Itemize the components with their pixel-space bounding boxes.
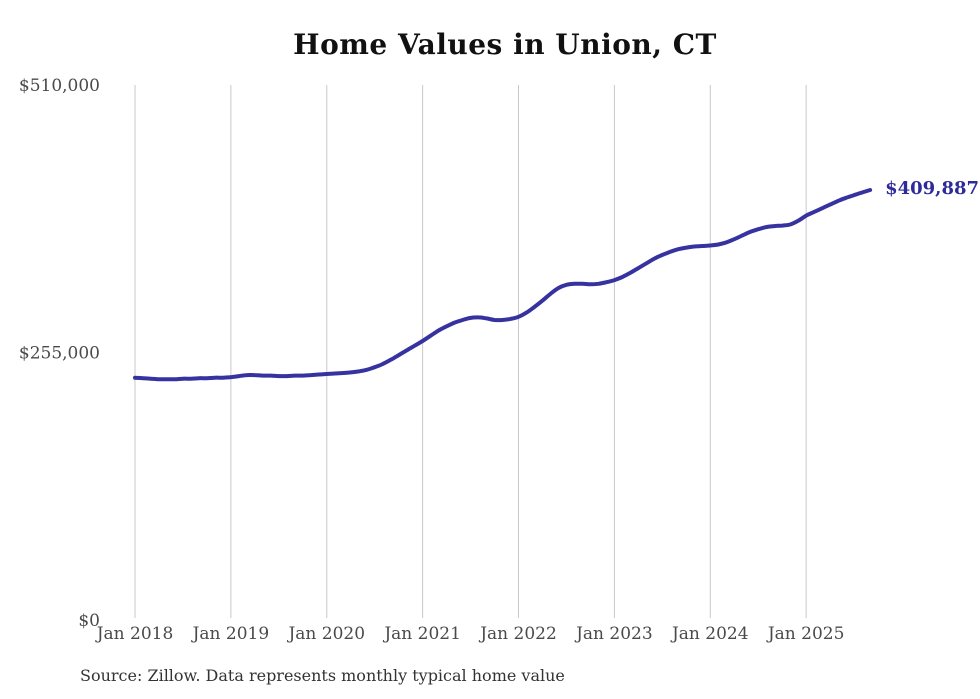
y-tick-label: $255,000 (19, 344, 100, 364)
latest-value-label: $409,887 (885, 178, 980, 200)
x-tick-label: Jan 2020 (286, 624, 365, 644)
home-value-line (133, 188, 873, 382)
x-tick-label: Jan 2019 (191, 624, 270, 644)
x-tick-label: Jan 2018 (95, 624, 174, 644)
x-tick-label: Jan 2024 (670, 624, 749, 644)
chart-title: Home Values in Union, CT (293, 28, 717, 61)
x-tick-label: Jan 2025 (766, 624, 845, 644)
source-note: Source: Zillow. Data represents monthly … (80, 666, 565, 685)
y-tick-label: $0 (78, 611, 100, 631)
x-tick-label: Jan 2023 (574, 624, 653, 644)
x-tick-label: Jan 2021 (382, 624, 461, 644)
x-tick-label: Jan 2022 (478, 624, 557, 644)
y-tick-label: $510,000 (19, 76, 100, 96)
